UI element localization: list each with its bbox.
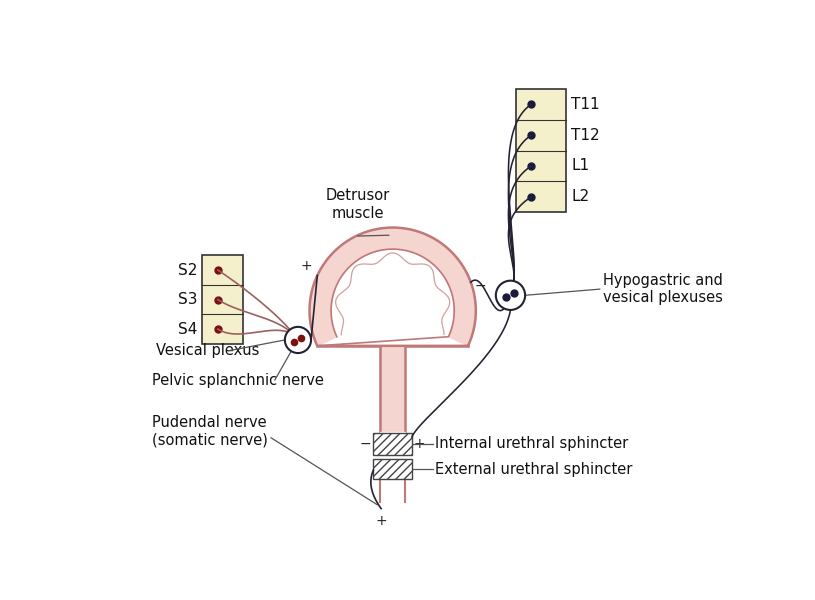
Text: Detrusor
muscle: Detrusor muscle (326, 188, 390, 221)
Bar (202, 255, 243, 344)
Text: −: − (474, 279, 486, 293)
Text: +: + (375, 514, 387, 528)
Text: S4: S4 (178, 322, 198, 337)
Text: T12: T12 (571, 128, 600, 143)
Text: Pelvic splanchnic nerve: Pelvic splanchnic nerve (152, 373, 324, 388)
Text: Internal urethral sphincter: Internal urethral sphincter (435, 436, 628, 451)
Bar (516, 89, 566, 212)
Text: Pudendal nerve
(somatic nerve): Pudendal nerve (somatic nerve) (152, 415, 267, 448)
Text: +: + (414, 437, 425, 451)
Text: T11: T11 (571, 97, 600, 112)
Text: S2: S2 (178, 263, 198, 278)
Text: External urethral sphincter: External urethral sphincter (435, 462, 632, 477)
Polygon shape (381, 431, 405, 483)
Circle shape (285, 327, 311, 353)
Polygon shape (310, 227, 476, 431)
Text: −: − (360, 437, 372, 451)
Circle shape (496, 281, 525, 310)
Bar (373, 433, 412, 455)
Text: L1: L1 (571, 158, 589, 173)
Text: Vesical plexus: Vesical plexus (156, 343, 259, 358)
Text: Hypogastric and
vesical plexuses: Hypogastric and vesical plexuses (603, 273, 723, 305)
Bar (373, 460, 412, 479)
Text: +: + (301, 259, 312, 274)
Text: S3: S3 (178, 292, 198, 307)
Text: L2: L2 (571, 189, 589, 204)
